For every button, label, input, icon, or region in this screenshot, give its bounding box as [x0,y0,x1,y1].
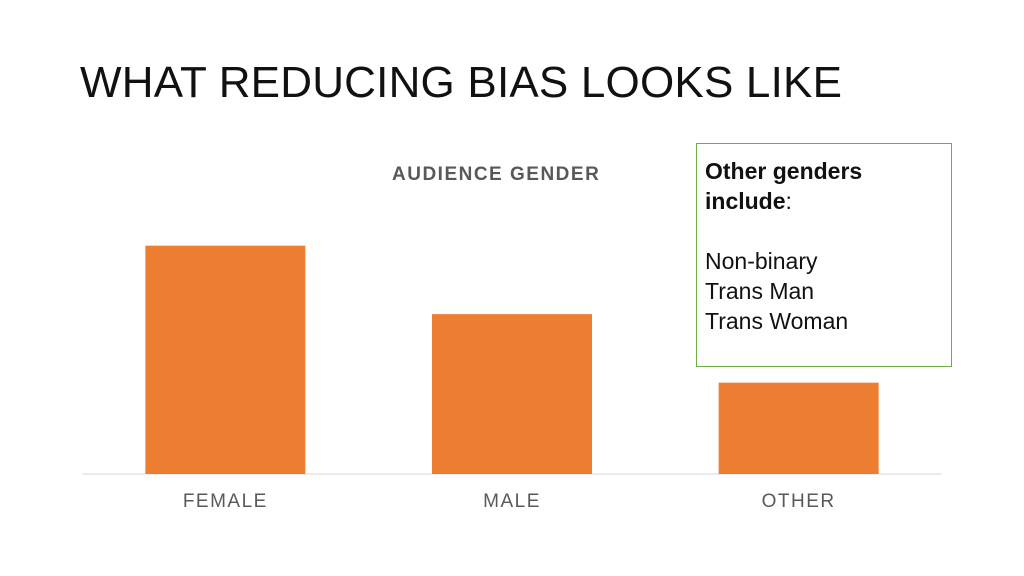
chart-title: AUDIENCE GENDER [392,164,601,185]
note-heading-colon: : [785,188,792,214]
note-heading-bold: Other genders include [705,158,863,214]
note-list: Non-binary Trans Man Trans Woman [705,246,943,336]
note-heading: Other genders include: [705,156,943,216]
note-item: Non-binary [705,248,818,274]
note-item: Trans Man [705,278,815,304]
x-tick-label: FEMALE [183,491,268,512]
note-item: Trans Woman [705,308,849,334]
bar-male [432,314,592,474]
bar-other [718,382,879,474]
x-tick-label: MALE [483,491,541,512]
x-tick-label: OTHER [762,491,836,512]
other-genders-note: Other genders include: Non-binary Trans … [696,143,952,367]
bar-female [145,245,306,474]
slide-title: WHAT REDUCING BIAS LOOKS LIKE [80,58,843,107]
